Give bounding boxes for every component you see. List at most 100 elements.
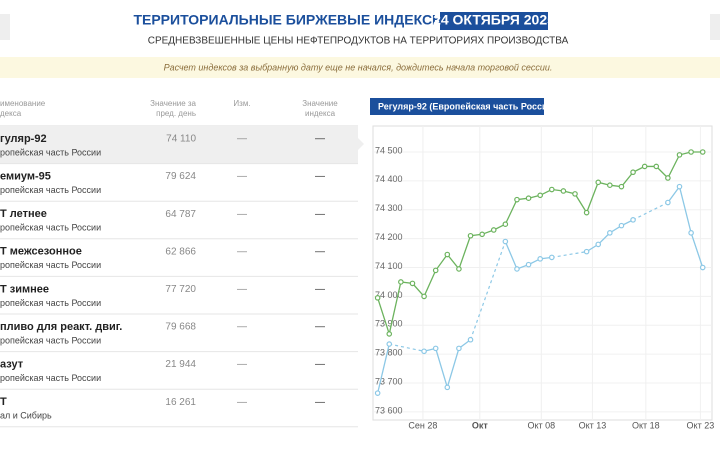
y-tick-label: 74 500: [375, 145, 403, 155]
page-subtitle: СРЕДНЕВЗВЕШЕННЫЕ ЦЕНЫ НЕФТЕПРОДУКТОВ НА …: [148, 36, 569, 47]
row-prev: 62 866: [165, 246, 196, 257]
prev-arrow[interactable]: [0, 14, 10, 40]
next-arrow[interactable]: [710, 14, 720, 40]
y-tick-label: 74 000: [375, 290, 403, 300]
gap-connector: [469, 241, 506, 340]
data-point: [490, 227, 497, 233]
data-point: [537, 192, 543, 199]
y-tick-label: 73 600: [375, 405, 403, 415]
y-tick-label: 74 200: [375, 232, 403, 242]
data-point: [467, 336, 474, 343]
x-tick-label: Окт 23: [687, 420, 715, 430]
chart: Регуляр-92 (Европейская часть России) 73…: [370, 98, 714, 430]
gap-connector: [551, 251, 587, 258]
row-region: ропейская часть России: [0, 260, 101, 270]
row-region: ал и Сибирь: [0, 411, 52, 421]
row-region: ропейская часть России: [0, 185, 101, 195]
data-point: [409, 280, 416, 287]
row-region: ропейская часть России: [0, 147, 101, 157]
row-name: Т летнее: [0, 208, 47, 220]
row-index: —: [315, 246, 325, 257]
y-tick-label: 74 100: [375, 261, 403, 271]
row-index: —: [315, 284, 325, 295]
data-point: [374, 295, 381, 301]
data-point: [607, 230, 613, 236]
data-point: [386, 341, 393, 347]
row-index: —: [315, 209, 325, 220]
data-point: [525, 261, 532, 268]
data-point: [432, 267, 439, 274]
data-point: [421, 348, 427, 355]
row-region: ропейская часть России: [0, 335, 101, 345]
data-point: [676, 183, 683, 190]
data-point: [630, 217, 636, 223]
data-point: [502, 238, 509, 245]
data-point: [444, 384, 451, 391]
data-point: [537, 256, 543, 262]
row-change: —: [237, 134, 247, 145]
data-point: [572, 191, 578, 197]
x-tick-label: Окт 18: [632, 420, 660, 430]
column-header: индекса: [305, 109, 336, 118]
data-point: [653, 163, 660, 170]
date-badge[interactable]: [440, 12, 548, 30]
row-name: Т: [0, 396, 7, 408]
data-point: [688, 149, 694, 155]
row-prev: 64 787: [165, 209, 196, 220]
data-point: [548, 254, 555, 261]
row-change: —: [237, 246, 247, 257]
row-region: ропейская часть России: [0, 298, 101, 308]
chart-title: Регуляр-92 (Европейская часть России): [378, 101, 556, 111]
notice-text: Расчет индексов за выбранную дату еще не…: [164, 62, 553, 72]
data-point: [607, 182, 613, 189]
data-point: [665, 199, 671, 206]
data-point: [548, 186, 555, 193]
data-point: [665, 175, 671, 181]
data-point: [699, 149, 706, 155]
data-point: [432, 345, 439, 352]
data-point: [456, 266, 462, 272]
row-change: —: [237, 171, 247, 182]
row-name: гуляр-92: [0, 133, 47, 145]
series-line: [377, 343, 390, 394]
column-header: пред. день: [156, 109, 196, 118]
row-name: емиум-95: [0, 171, 51, 183]
data-point: [641, 163, 648, 170]
row-index: —: [315, 359, 325, 370]
data-point: [618, 183, 625, 190]
x-tick-label: Окт: [472, 420, 489, 430]
column-header: декса: [0, 109, 22, 118]
row-prev: 79 624: [165, 171, 196, 182]
data-point: [676, 152, 683, 158]
data-point: [479, 231, 485, 238]
x-tick-label: Окт 08: [527, 420, 555, 430]
row-index: —: [315, 397, 325, 408]
row-prev: 77 720: [165, 284, 196, 295]
row-name: Т зимнее: [0, 283, 49, 295]
row-index: —: [315, 134, 325, 145]
gap-connector: [632, 201, 669, 221]
column-header: Значение: [302, 99, 338, 108]
row-region: ропейская часть России: [0, 223, 101, 233]
y-tick-label: 74 300: [375, 203, 403, 213]
data-point: [688, 230, 694, 236]
row-name: пливо для реакт. двиг.: [0, 321, 122, 333]
row-change: —: [237, 359, 247, 370]
row-prev: 79 668: [165, 322, 196, 333]
data-point: [595, 179, 602, 186]
x-tick-label: Сен 28: [408, 420, 437, 430]
row-index: —: [315, 322, 325, 333]
y-tick-label: 73 800: [375, 348, 403, 358]
row-change: —: [237, 284, 247, 295]
data-point: [595, 241, 602, 248]
plot-frame: [372, 125, 713, 421]
series-line: [586, 219, 634, 253]
series-line: [423, 339, 471, 390]
row-name: азут: [0, 359, 24, 371]
row-region: ропейская часть России: [0, 373, 101, 383]
row-index: —: [315, 171, 325, 182]
row-change: —: [237, 209, 247, 220]
page-date[interactable]: 24 ОКТЯБРЯ 2025: [433, 12, 555, 28]
